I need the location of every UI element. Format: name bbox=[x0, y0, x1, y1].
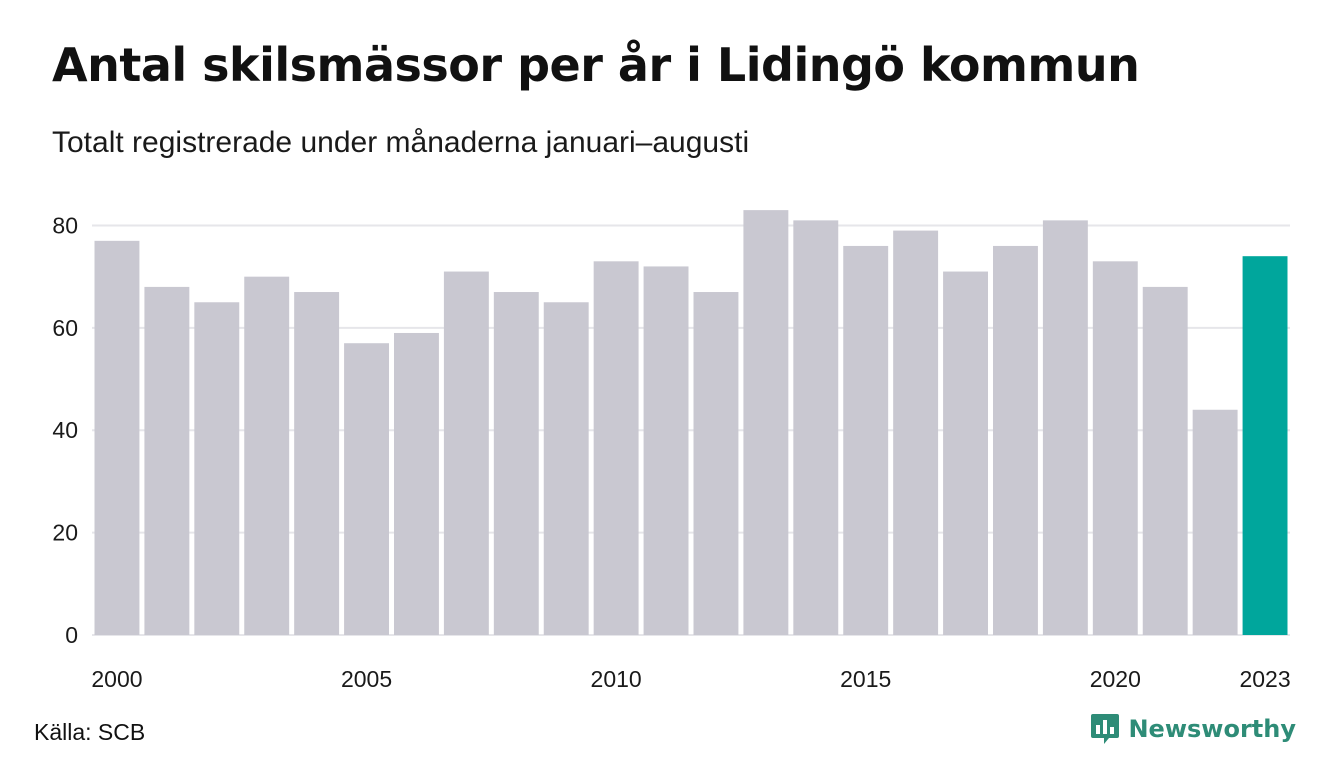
y-tick-label: 40 bbox=[52, 417, 78, 443]
x-tick-label: 2005 bbox=[341, 666, 392, 692]
bar-2021 bbox=[1142, 286, 1188, 635]
source-note: Källa: SCB bbox=[34, 719, 146, 745]
y-tick-label: 80 bbox=[52, 212, 78, 238]
bar-2009 bbox=[543, 302, 589, 635]
bar-2013 bbox=[743, 210, 789, 635]
bar-2022 bbox=[1192, 409, 1238, 635]
bar-2008 bbox=[493, 292, 539, 635]
brand: Newsworthy bbox=[1090, 712, 1296, 746]
x-tick-label: 2010 bbox=[591, 666, 642, 692]
bar-2011 bbox=[643, 266, 689, 635]
x-tick-label: 2000 bbox=[91, 666, 142, 692]
bars bbox=[94, 210, 1288, 636]
bar-2012 bbox=[693, 292, 739, 635]
y-tick-label: 0 bbox=[65, 622, 78, 648]
bar-2019 bbox=[1042, 220, 1088, 635]
grid-lines bbox=[92, 224, 1290, 636]
bar-2014 bbox=[793, 220, 839, 635]
bar-2006 bbox=[394, 332, 439, 635]
bar-2010 bbox=[593, 261, 639, 635]
bar-2007 bbox=[443, 271, 489, 635]
bar-2004 bbox=[294, 292, 340, 635]
bar-2023 bbox=[1242, 256, 1288, 635]
y-axis-ticks: 0 20 40 60 80 bbox=[52, 212, 78, 648]
bar-2020 bbox=[1092, 261, 1138, 635]
y-tick-label: 20 bbox=[52, 520, 78, 546]
newsworthy-logo-icon bbox=[1091, 714, 1120, 744]
y-tick-label: 60 bbox=[52, 315, 78, 341]
bar-2003 bbox=[244, 276, 290, 635]
bar-2015 bbox=[843, 245, 889, 635]
brand-name: Newsworthy bbox=[1128, 715, 1296, 743]
bar-2005 bbox=[344, 343, 389, 635]
bar-2016 bbox=[893, 230, 939, 635]
x-tick-label: 2023 bbox=[1239, 666, 1290, 692]
bar-2001 bbox=[144, 286, 190, 635]
x-axis-ticks: 2000 2005 2010 2015 2020 2023 bbox=[91, 666, 1290, 692]
chart-title: Antal skilsmässor per år i Lidingö kommu… bbox=[52, 38, 1140, 92]
x-tick-label: 2015 bbox=[840, 666, 891, 692]
chart-subtitle: Totalt registrerade under månaderna janu… bbox=[52, 126, 750, 159]
bar-2000 bbox=[94, 240, 140, 636]
x-tick-label: 2020 bbox=[1090, 666, 1141, 692]
bar-2002 bbox=[194, 302, 240, 635]
bar-2018 bbox=[993, 245, 1038, 635]
bar-2017 bbox=[943, 271, 988, 635]
